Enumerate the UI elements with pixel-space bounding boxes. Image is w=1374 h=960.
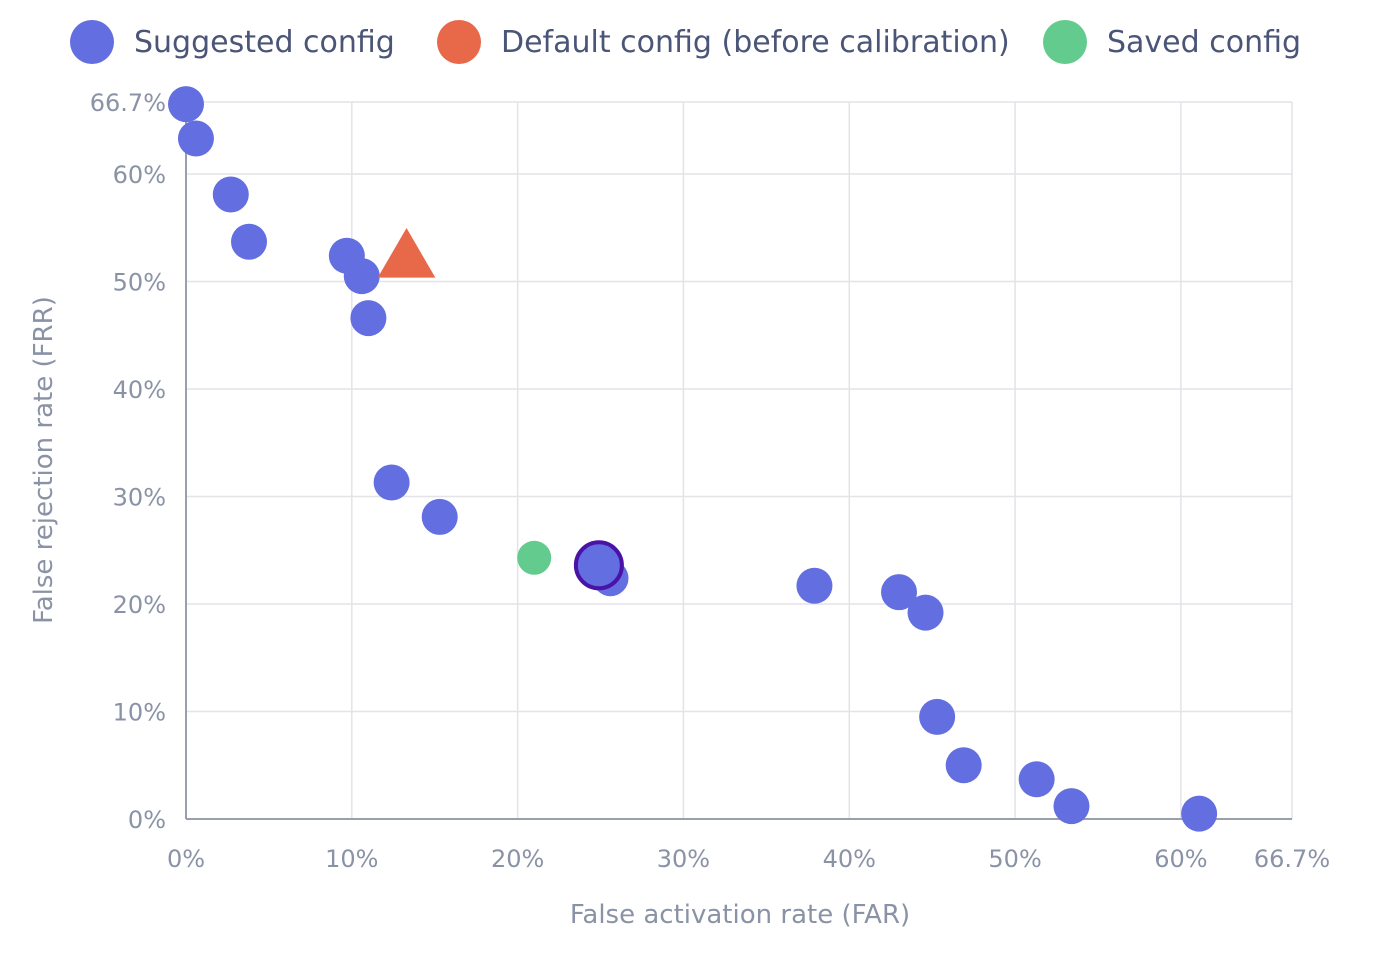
default-config-point[interactable] bbox=[377, 228, 436, 278]
suggested-config-point[interactable] bbox=[212, 176, 249, 213]
suggested-config-point[interactable] bbox=[343, 258, 380, 295]
suggested-config-point[interactable] bbox=[421, 498, 458, 535]
x-tick-label: 50% bbox=[988, 845, 1041, 873]
x-tick-label: 30% bbox=[657, 845, 710, 873]
suggested-config-point[interactable] bbox=[231, 223, 268, 260]
y-tick-label: 10% bbox=[113, 699, 166, 727]
suggested-config-point[interactable] bbox=[350, 300, 387, 337]
grid bbox=[186, 101, 1293, 819]
y-tick-label: 66.7% bbox=[90, 89, 166, 117]
legend-label: Saved config bbox=[1107, 25, 1301, 60]
saved-config-point[interactable] bbox=[517, 540, 552, 575]
x-axis-title: False activation rate (FAR) bbox=[570, 900, 910, 930]
x-tick-label: 0% bbox=[167, 845, 205, 873]
x-tick-label: 20% bbox=[491, 845, 544, 873]
legend-item[interactable]: Default config (before calibration) bbox=[437, 20, 1010, 64]
y-tick-label: 40% bbox=[113, 376, 166, 404]
x-tick-label: 10% bbox=[325, 845, 378, 873]
suggested-config-point[interactable] bbox=[168, 86, 204, 123]
legend-swatch bbox=[1043, 20, 1087, 64]
suggested-config-point[interactable] bbox=[945, 747, 982, 784]
suggested-config-point[interactable] bbox=[177, 120, 214, 157]
legend-item[interactable]: Saved config bbox=[1043, 20, 1301, 64]
suggested-config-point[interactable] bbox=[373, 464, 410, 501]
legend: Suggested config Default config (before c… bbox=[70, 20, 1301, 64]
suggested-config-point[interactable] bbox=[1018, 761, 1055, 798]
x-tick-label: 40% bbox=[823, 845, 876, 873]
suggested-config-point[interactable] bbox=[796, 567, 833, 604]
y-tick-label: 50% bbox=[113, 269, 166, 297]
suggested-config-point[interactable] bbox=[907, 594, 944, 631]
y-tick-label: 60% bbox=[113, 161, 166, 189]
y-tick-label: 0% bbox=[128, 806, 166, 834]
selected-config-point[interactable] bbox=[573, 540, 624, 591]
suggested-config-point[interactable] bbox=[1181, 795, 1218, 832]
y-tick-label: 30% bbox=[113, 484, 166, 512]
x-tick-label: 60% bbox=[1154, 845, 1207, 873]
legend-label: Suggested config bbox=[134, 25, 395, 60]
y-tick-labels: 0% 10% 20% 30% 40% 50% 60% 66.7% bbox=[90, 89, 166, 834]
data-points bbox=[168, 86, 1218, 832]
x-tick-labels: 0% 10% 20% 30% 40% 50% 60% 66.7% bbox=[167, 845, 1330, 873]
legend-label: Default config (before calibration) bbox=[501, 25, 1010, 60]
x-tick-label: 66.7% bbox=[1254, 845, 1330, 873]
legend-item[interactable]: Suggested config bbox=[70, 20, 395, 64]
suggested-config-point[interactable] bbox=[919, 698, 956, 735]
axes bbox=[185, 102, 1292, 820]
y-axis-title: False rejection rate (FRR) bbox=[29, 296, 59, 624]
suggested-config-point[interactable] bbox=[1053, 788, 1090, 825]
legend-swatch bbox=[70, 20, 114, 64]
legend-swatch bbox=[437, 20, 481, 64]
suggested-config-point[interactable] bbox=[881, 574, 918, 611]
y-tick-label: 20% bbox=[113, 591, 166, 619]
